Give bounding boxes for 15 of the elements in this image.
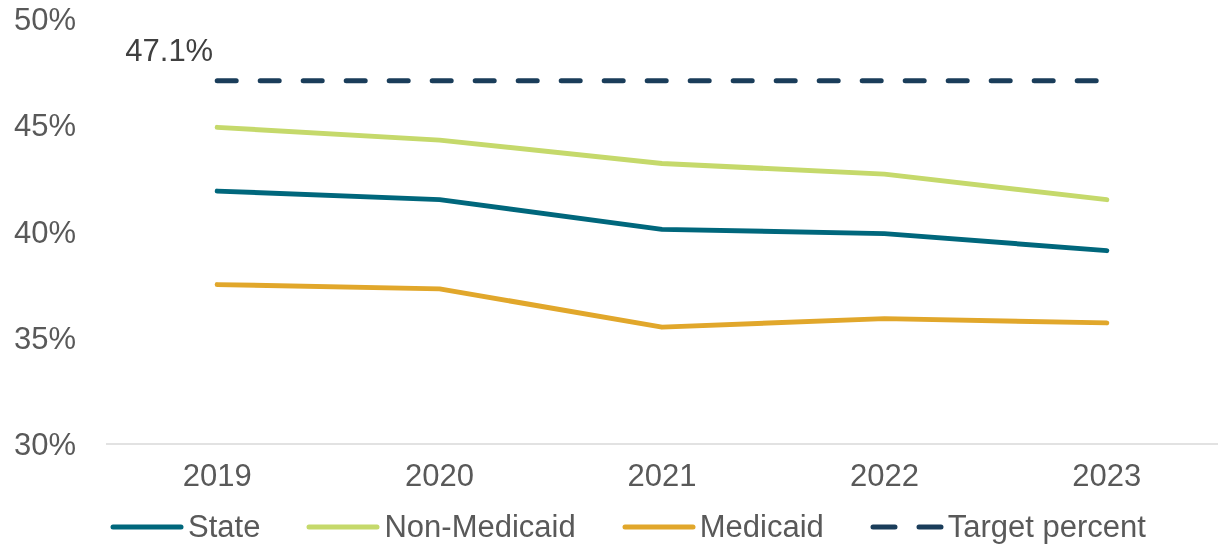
y-tick-label: 50%: [13, 2, 76, 38]
x-tick-label: 2021: [627, 458, 697, 494]
data-label: 47.1%: [125, 33, 214, 69]
x-tick-label: 2019: [182, 458, 252, 494]
legend-label: Medicaid: [699, 509, 824, 545]
legend-label: State: [188, 509, 261, 545]
y-tick-label: 35%: [13, 320, 76, 356]
y-tick-label: 40%: [13, 214, 76, 250]
y-tick-label: 30%: [13, 427, 76, 463]
x-tick-label: 2022: [849, 458, 919, 494]
x-tick-label: 2023: [1072, 458, 1142, 494]
y-tick-label: 45%: [13, 108, 76, 144]
legend-label: Target percent: [947, 509, 1146, 545]
x-tick-label: 2020: [405, 458, 475, 494]
legend-label: Non-Medicaid: [384, 509, 576, 545]
